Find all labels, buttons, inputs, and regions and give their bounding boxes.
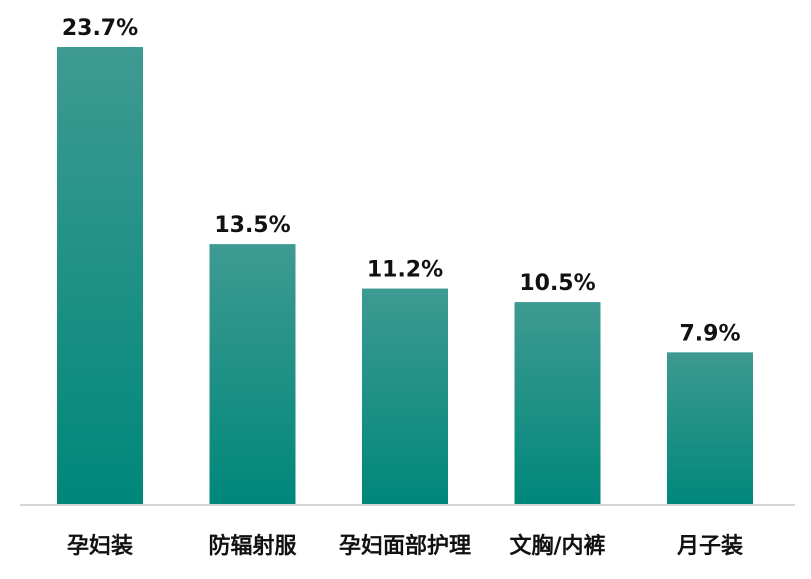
category-labels-group: 孕妇装 防辐射服 孕妇面部护理 文胸/内裤 月子装 [67, 533, 743, 559]
bar-4 [514, 302, 601, 505]
value-label-4: 10.5% [519, 271, 595, 296]
bar-3 [362, 288, 448, 505]
category-label-1: 孕妇装 [67, 533, 133, 559]
bars-group [57, 47, 753, 505]
value-label-5: 7.9% [679, 321, 740, 346]
value-labels-group: 23.7% 13.5% 11.2% 10.5% 7.9% [62, 16, 741, 346]
bar-2 [209, 244, 296, 505]
value-label-1: 23.7% [62, 16, 138, 41]
category-label-2: 防辐射服 [208, 533, 297, 559]
value-label-3: 11.2% [367, 258, 443, 283]
category-label-5: 月子装 [676, 534, 743, 559]
bar-5 [667, 352, 753, 505]
bar-1 [57, 47, 143, 505]
category-label-4: 文胸/内裤 [509, 533, 605, 559]
category-label-3: 孕妇面部护理 [339, 533, 471, 559]
value-label-2: 13.5% [214, 213, 290, 238]
